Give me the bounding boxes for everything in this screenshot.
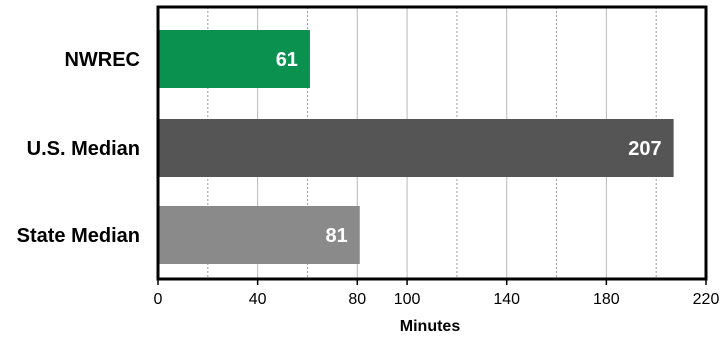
bar xyxy=(159,206,360,264)
bar xyxy=(159,30,310,88)
category-label: U.S. Median xyxy=(27,138,140,160)
bars: 61 207 81 xyxy=(159,30,674,264)
bar xyxy=(159,119,674,177)
data-label: 61 xyxy=(276,49,298,71)
category-labels: NWREC U.S. Median State Median xyxy=(17,49,140,247)
tick-label: 220 xyxy=(693,291,720,308)
plot-frame xyxy=(156,5,708,281)
data-label: 207 xyxy=(628,138,661,160)
tick-label: 40 xyxy=(249,291,267,308)
tick-label: 100 xyxy=(394,291,421,308)
tick-label: 80 xyxy=(348,291,366,308)
x-axis-title: Minutes xyxy=(400,318,461,335)
x-axis-ticks: 0 40 80 100 140 180 220 xyxy=(154,279,720,308)
data-label: 81 xyxy=(326,225,348,247)
category-label: State Median xyxy=(17,225,140,247)
category-label: NWREC xyxy=(64,49,140,71)
tick-label: 180 xyxy=(593,291,620,308)
tick-label: 140 xyxy=(493,291,520,308)
tick-label: 0 xyxy=(154,291,163,308)
